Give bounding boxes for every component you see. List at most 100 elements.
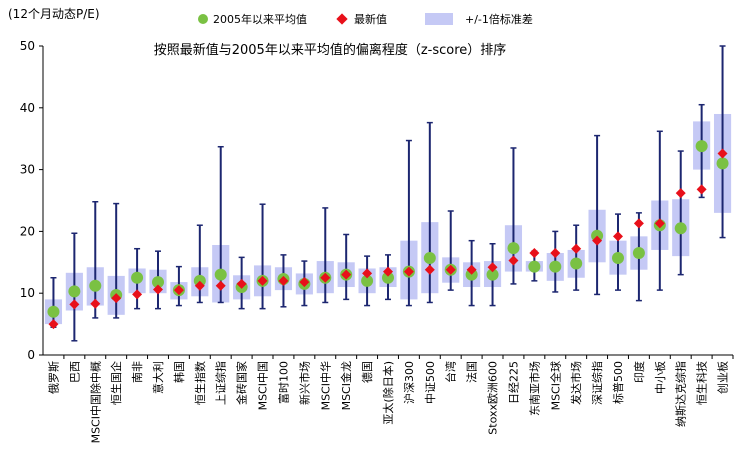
latest-point [633, 218, 644, 229]
x-category-labels: 俄罗斯 巴西 MSCI中国除中概 恒生国企 南非 意大利 韩国 恒生指数 上证综指 金砖国家 MSC… [47, 361, 729, 443]
latest-point [466, 264, 477, 275]
latest-point [424, 264, 435, 275]
legend: 2005年以来平均值 最新值 +/-1倍标准差 [198, 12, 533, 26]
x-category-label: 恒生科技 [695, 361, 709, 405]
avg-point [507, 242, 520, 255]
y-axis-label: (12个月动态P/E) [8, 7, 100, 21]
latest-point [194, 280, 205, 291]
x-category-label: 意大利 [151, 361, 165, 394]
x-category-label: 台湾 [444, 361, 458, 383]
x-category-label: 新兴市场 [297, 361, 311, 405]
latest-point [215, 280, 226, 291]
x-category-label: MSCI中华 [318, 361, 332, 410]
x-category-label: 中小板 [653, 361, 667, 394]
latest-point [278, 275, 289, 286]
x-category-label: 金砖国家 [235, 361, 249, 405]
x-category-label: Stoxx欧洲600 [487, 361, 500, 435]
latest-point [362, 268, 373, 279]
latest-point [153, 284, 163, 295]
x-category-label: 中证500 [424, 361, 437, 404]
avg-point [528, 260, 541, 273]
legend-latest-marker [336, 13, 348, 25]
x-category-label: 恒生指数 [193, 361, 207, 405]
latest-point [592, 235, 603, 246]
x-category-label: 标普500 [611, 361, 625, 404]
y-tick-labels: 0 10 20 30 40 50 [20, 39, 35, 362]
avg-point [361, 274, 374, 287]
latest-point [341, 269, 352, 280]
latest-markers [48, 148, 728, 330]
latest-point [717, 148, 728, 159]
latest-point [445, 264, 456, 275]
avg-point [486, 268, 499, 281]
x-category-label: 深证综指 [590, 361, 604, 405]
x-category-label: 南非 [131, 361, 144, 383]
avg-point [695, 140, 708, 153]
latest-point [613, 231, 623, 242]
x-category-label: 日经225 [507, 361, 520, 404]
avg-point [612, 251, 624, 264]
avg-point [131, 271, 144, 284]
avg-point [152, 276, 164, 289]
latest-point [257, 275, 268, 286]
chart-title: 按照最新值与2005年以来平均值的偏离程度（z-score）排序 [154, 42, 507, 58]
y-tick-label: 0 [27, 348, 35, 362]
legend-avg-label: 2005年以来平均值 [213, 12, 307, 26]
x-category-label: MSCI金龙 [339, 361, 353, 410]
latest-point [550, 248, 561, 259]
x-category-label: 德国 [360, 361, 374, 383]
x-category-label: 上证综指 [214, 361, 228, 405]
latest-point [299, 277, 310, 288]
latest-point [571, 243, 582, 254]
latest-point [508, 255, 519, 266]
latest-point [487, 262, 498, 273]
latest-point [675, 188, 686, 199]
x-category-label: 东南亚市场 [527, 361, 541, 416]
latest-point [383, 266, 393, 277]
x-category-label: 沪深300 [402, 361, 416, 404]
x-category-label: 发达市场 [569, 361, 583, 405]
latest-point [111, 293, 122, 304]
x-category-label: 亚太(除日本) [381, 361, 395, 425]
latest-point [236, 278, 247, 289]
latest-point [696, 184, 707, 195]
latest-point [132, 289, 143, 300]
y-tick-label: 10 [20, 286, 35, 300]
avg-point [89, 279, 102, 292]
x-category-label: 创业板 [716, 361, 730, 394]
latest-point [90, 298, 101, 309]
x-category-label: 富时100 [276, 361, 290, 404]
y-tick-label: 50 [20, 39, 35, 53]
x-category-label: 韩国 [172, 361, 186, 383]
x-category-label: MSCI中国除中概 [88, 361, 102, 443]
min-max-whiskers [50, 45, 726, 342]
y-tick-label: 40 [20, 101, 35, 115]
avg-point [549, 260, 562, 273]
avg-point [716, 157, 729, 170]
axes [39, 45, 734, 359]
latest-point [320, 272, 331, 283]
avg-point [674, 222, 687, 235]
avg-point [632, 247, 645, 260]
latest-point [69, 299, 80, 310]
legend-band-label: +/-1倍标准差 [465, 12, 533, 26]
y-tick-label: 20 [20, 224, 35, 238]
x-category-label: MSCI中国 [257, 361, 270, 410]
legend-latest-label: 最新值 [354, 12, 387, 26]
x-category-label: MSCI全球 [548, 361, 562, 410]
x-category-label: 巴西 [68, 361, 81, 383]
avg-point [47, 305, 60, 318]
x-category-label: 俄罗斯 [47, 361, 60, 394]
y-tick-label: 30 [20, 163, 35, 177]
latest-point [48, 319, 59, 330]
latest-point [403, 266, 414, 277]
latest-point [173, 285, 184, 296]
x-category-label: 法国 [465, 361, 479, 383]
avg-point [382, 271, 394, 284]
legend-avg-marker [198, 14, 208, 24]
x-category-label: 印度 [632, 361, 646, 383]
avg-point [423, 251, 436, 264]
avg-point [68, 285, 81, 298]
latest-point [654, 218, 665, 229]
